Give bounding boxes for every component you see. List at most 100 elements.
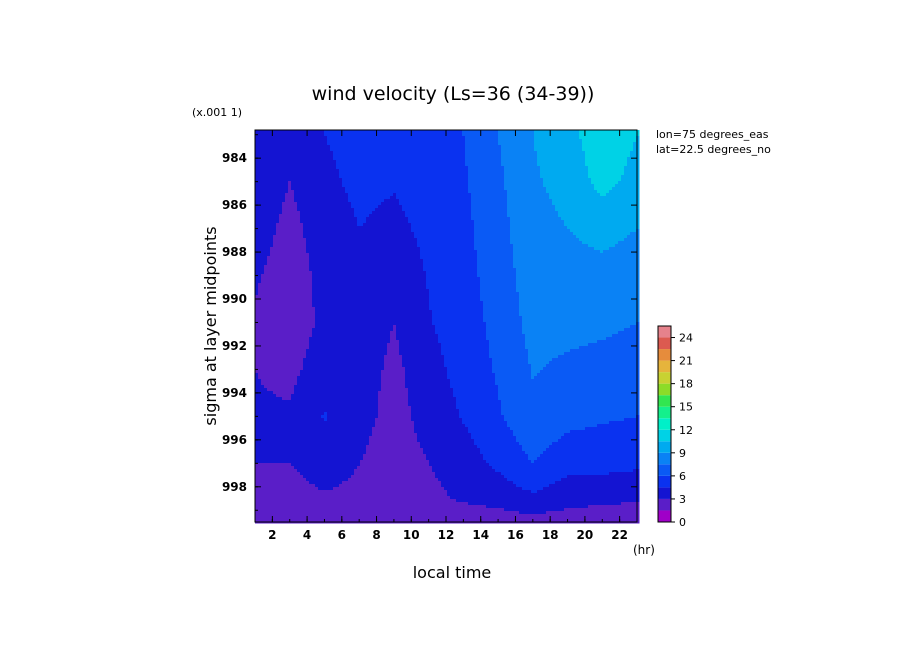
contour-cell (600, 130, 604, 134)
contour-cell (474, 166, 478, 170)
contour-cell (495, 184, 499, 188)
contour-cell (567, 220, 571, 224)
contour-cell (303, 157, 307, 161)
contour-cell (543, 232, 547, 236)
contour-cell (348, 157, 352, 161)
contour-cell (327, 196, 331, 200)
contour-cell (627, 220, 631, 224)
contour-cell (339, 166, 343, 170)
contour-cell (315, 232, 319, 236)
contour-cell (591, 241, 595, 245)
contour-cell (273, 172, 277, 176)
contour-cell (546, 223, 550, 227)
contour-cell (495, 211, 499, 215)
contour-cell (504, 142, 508, 146)
contour-cell (273, 184, 277, 188)
contour-cell (540, 220, 544, 224)
contour-cell (444, 196, 448, 200)
contour-cell (537, 178, 541, 182)
contour-cell (624, 190, 628, 194)
contour-cell (402, 169, 406, 173)
contour-cell (576, 232, 580, 236)
contour-cell (441, 244, 445, 248)
contour-cell (324, 136, 328, 140)
contour-cell (372, 151, 376, 155)
contour-cell (381, 169, 385, 173)
contour-cell (405, 232, 409, 236)
contour-cell (276, 151, 280, 155)
contour-cell (405, 163, 409, 167)
contour-cell (498, 241, 502, 245)
contour-cell (309, 133, 313, 137)
contour-cell (279, 187, 283, 191)
contour-cell (288, 139, 292, 143)
contour-cell (447, 199, 451, 203)
contour-cell (537, 220, 541, 224)
contour-cell (384, 178, 388, 182)
contour-cell (279, 235, 283, 239)
contour-cell (528, 181, 532, 185)
contour-cell (597, 235, 601, 239)
contour-cell (327, 160, 331, 164)
contour-cell (447, 220, 451, 224)
contour-cell (408, 160, 412, 164)
contour-cell (528, 235, 532, 239)
contour-cell (318, 205, 322, 209)
contour-cell (306, 226, 310, 230)
contour-cell (579, 175, 583, 179)
contour-cell (528, 238, 532, 242)
contour-cell (504, 223, 508, 227)
contour-cell (381, 229, 385, 233)
contour-cell (618, 139, 622, 143)
contour-cell (432, 133, 436, 137)
contour-cell (582, 184, 586, 188)
contour-cell (378, 202, 382, 206)
contour-cell (534, 244, 538, 248)
contour-cell (615, 181, 619, 185)
contour-cell (474, 169, 478, 173)
contour-cell (501, 202, 505, 206)
contour-cell (573, 235, 577, 239)
contour-cell (546, 211, 550, 215)
contour-cell (549, 148, 553, 152)
contour-cell (321, 175, 325, 179)
contour-cell (579, 205, 583, 209)
contour-cell (483, 169, 487, 173)
contour-cell (534, 160, 538, 164)
contour-cell (504, 166, 508, 170)
contour-cell (525, 151, 529, 155)
contour-cell (393, 166, 397, 170)
contour-cell (480, 148, 484, 152)
contour-cell (345, 166, 349, 170)
contour-cell (291, 145, 295, 149)
contour-cell (624, 196, 628, 200)
contour-cell (294, 148, 298, 152)
contour-cell (564, 241, 568, 245)
contour-cell (321, 226, 325, 230)
contour-cell (261, 157, 265, 161)
contour-cell (588, 184, 592, 188)
contour-cell (588, 130, 592, 134)
contour-cell (411, 184, 415, 188)
contour-cell (267, 142, 271, 146)
contour-cell (270, 244, 274, 248)
contour-cell (519, 166, 523, 170)
contour-cell (336, 202, 340, 206)
contour-cell (300, 172, 304, 176)
contour-cell (339, 205, 343, 209)
contour-cell (363, 241, 367, 245)
contour-cell (411, 199, 415, 203)
contour-cell (390, 160, 394, 164)
contour-cell (381, 133, 385, 137)
contour-cell (438, 202, 442, 206)
contour-cell (444, 199, 448, 203)
contour-cell (351, 208, 355, 212)
contour-cell (519, 235, 523, 239)
contour-cell (345, 133, 349, 137)
contour-cell (498, 199, 502, 203)
contour-cell (276, 235, 280, 239)
contour-cell (324, 139, 328, 143)
contour-cell (354, 229, 358, 233)
contour-cell (612, 148, 616, 152)
contour-cell (318, 169, 322, 173)
